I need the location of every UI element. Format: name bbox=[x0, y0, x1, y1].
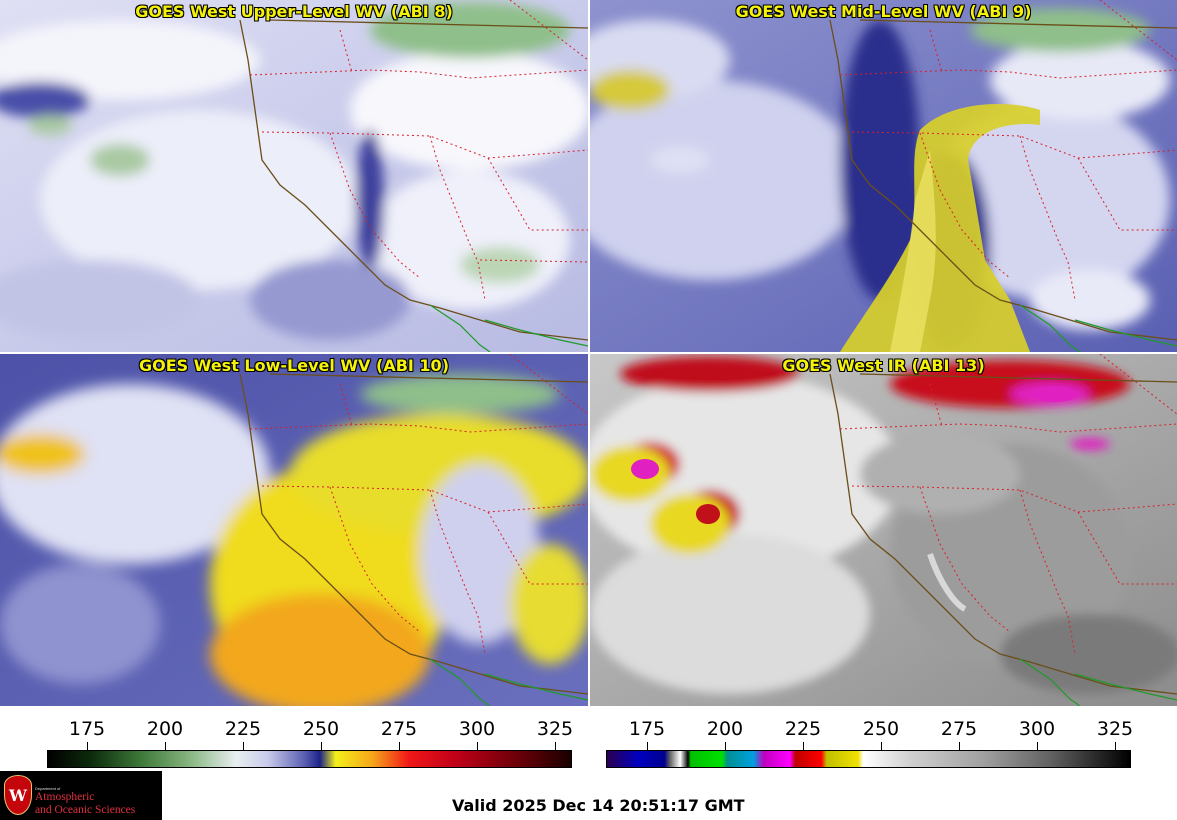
ir-tick-mark bbox=[959, 742, 960, 750]
wv-tick-label: 300 bbox=[458, 718, 496, 740]
panel-upper-level-wv: GOES West Upper-Level WV (ABI 8) bbox=[0, 0, 588, 352]
ir-tick-mark bbox=[725, 742, 726, 750]
panel-title: GOES West Low-Level WV (ABI 10) bbox=[138, 356, 449, 375]
ir-image bbox=[590, 354, 1177, 706]
ir-tick-label: 225 bbox=[784, 718, 822, 740]
panel-title: GOES West IR (ABI 13) bbox=[782, 356, 985, 375]
wv-tick-mark bbox=[477, 742, 478, 750]
uw-seal-icon: W bbox=[4, 775, 32, 815]
wv-tick-label: 225 bbox=[224, 718, 262, 740]
mid-level-wv-image bbox=[590, 0, 1177, 352]
ir-tick-mark bbox=[1115, 742, 1116, 750]
seal-letter: W bbox=[9, 786, 27, 805]
panel-title: GOES West Mid-Level WV (ABI 9) bbox=[735, 2, 1032, 21]
ir-tick-mark bbox=[1037, 742, 1038, 750]
logo-line-1: Atmospheric bbox=[35, 791, 95, 803]
low-level-wv-image bbox=[0, 354, 588, 706]
logo-line-2: and Oceanic Sciences bbox=[35, 804, 136, 816]
wv-color-ramp bbox=[47, 750, 572, 768]
wv-tick-label: 250 bbox=[302, 718, 340, 740]
wv-tick-label: 200 bbox=[146, 718, 184, 740]
panel-low-level-wv: GOES West Low-Level WV (ABI 10) bbox=[0, 354, 588, 706]
ir-tick-label: 250 bbox=[862, 718, 900, 740]
ir-tick-mark bbox=[803, 742, 804, 750]
wv-tick-mark bbox=[87, 742, 88, 750]
aos-logo[interactable]: W Department of Atmospheric and Oceanic … bbox=[0, 771, 162, 820]
panel-title: GOES West Upper-Level WV (ABI 8) bbox=[135, 2, 453, 21]
wv-tick-mark bbox=[555, 742, 556, 750]
ir-tick-mark bbox=[881, 742, 882, 750]
wv-tick-label: 325 bbox=[536, 718, 574, 740]
ir-tick-label: 175 bbox=[628, 718, 666, 740]
wv-tick-label: 275 bbox=[380, 718, 418, 740]
wv-tick-mark bbox=[321, 742, 322, 750]
wv-tick-mark bbox=[399, 742, 400, 750]
wv-tick-label: 175 bbox=[68, 718, 106, 740]
ir-colorbar: 175 200 225 250 275 300 325 bbox=[590, 706, 1177, 770]
panel-mid-level-wv: GOES West Mid-Level WV (ABI 9) bbox=[590, 0, 1177, 352]
upper-level-wv-image bbox=[0, 0, 588, 352]
ir-tick-label: 325 bbox=[1096, 718, 1134, 740]
ir-tick-label: 200 bbox=[706, 718, 744, 740]
ir-tick-label: 275 bbox=[940, 718, 978, 740]
valid-time: Valid 2025 Dec 14 20:51:17 GMT bbox=[452, 796, 745, 815]
ir-tick-mark bbox=[647, 742, 648, 750]
panel-ir: GOES West IR (ABI 13) bbox=[590, 354, 1177, 706]
ir-tick-label: 300 bbox=[1018, 718, 1056, 740]
wv-tick-mark bbox=[243, 742, 244, 750]
ir-color-ramp bbox=[606, 750, 1131, 768]
logo-department: Department of bbox=[35, 786, 61, 791]
wv-colorbar: 175 200 225 250 275 300 325 bbox=[0, 706, 588, 770]
wv-tick-mark bbox=[165, 742, 166, 750]
